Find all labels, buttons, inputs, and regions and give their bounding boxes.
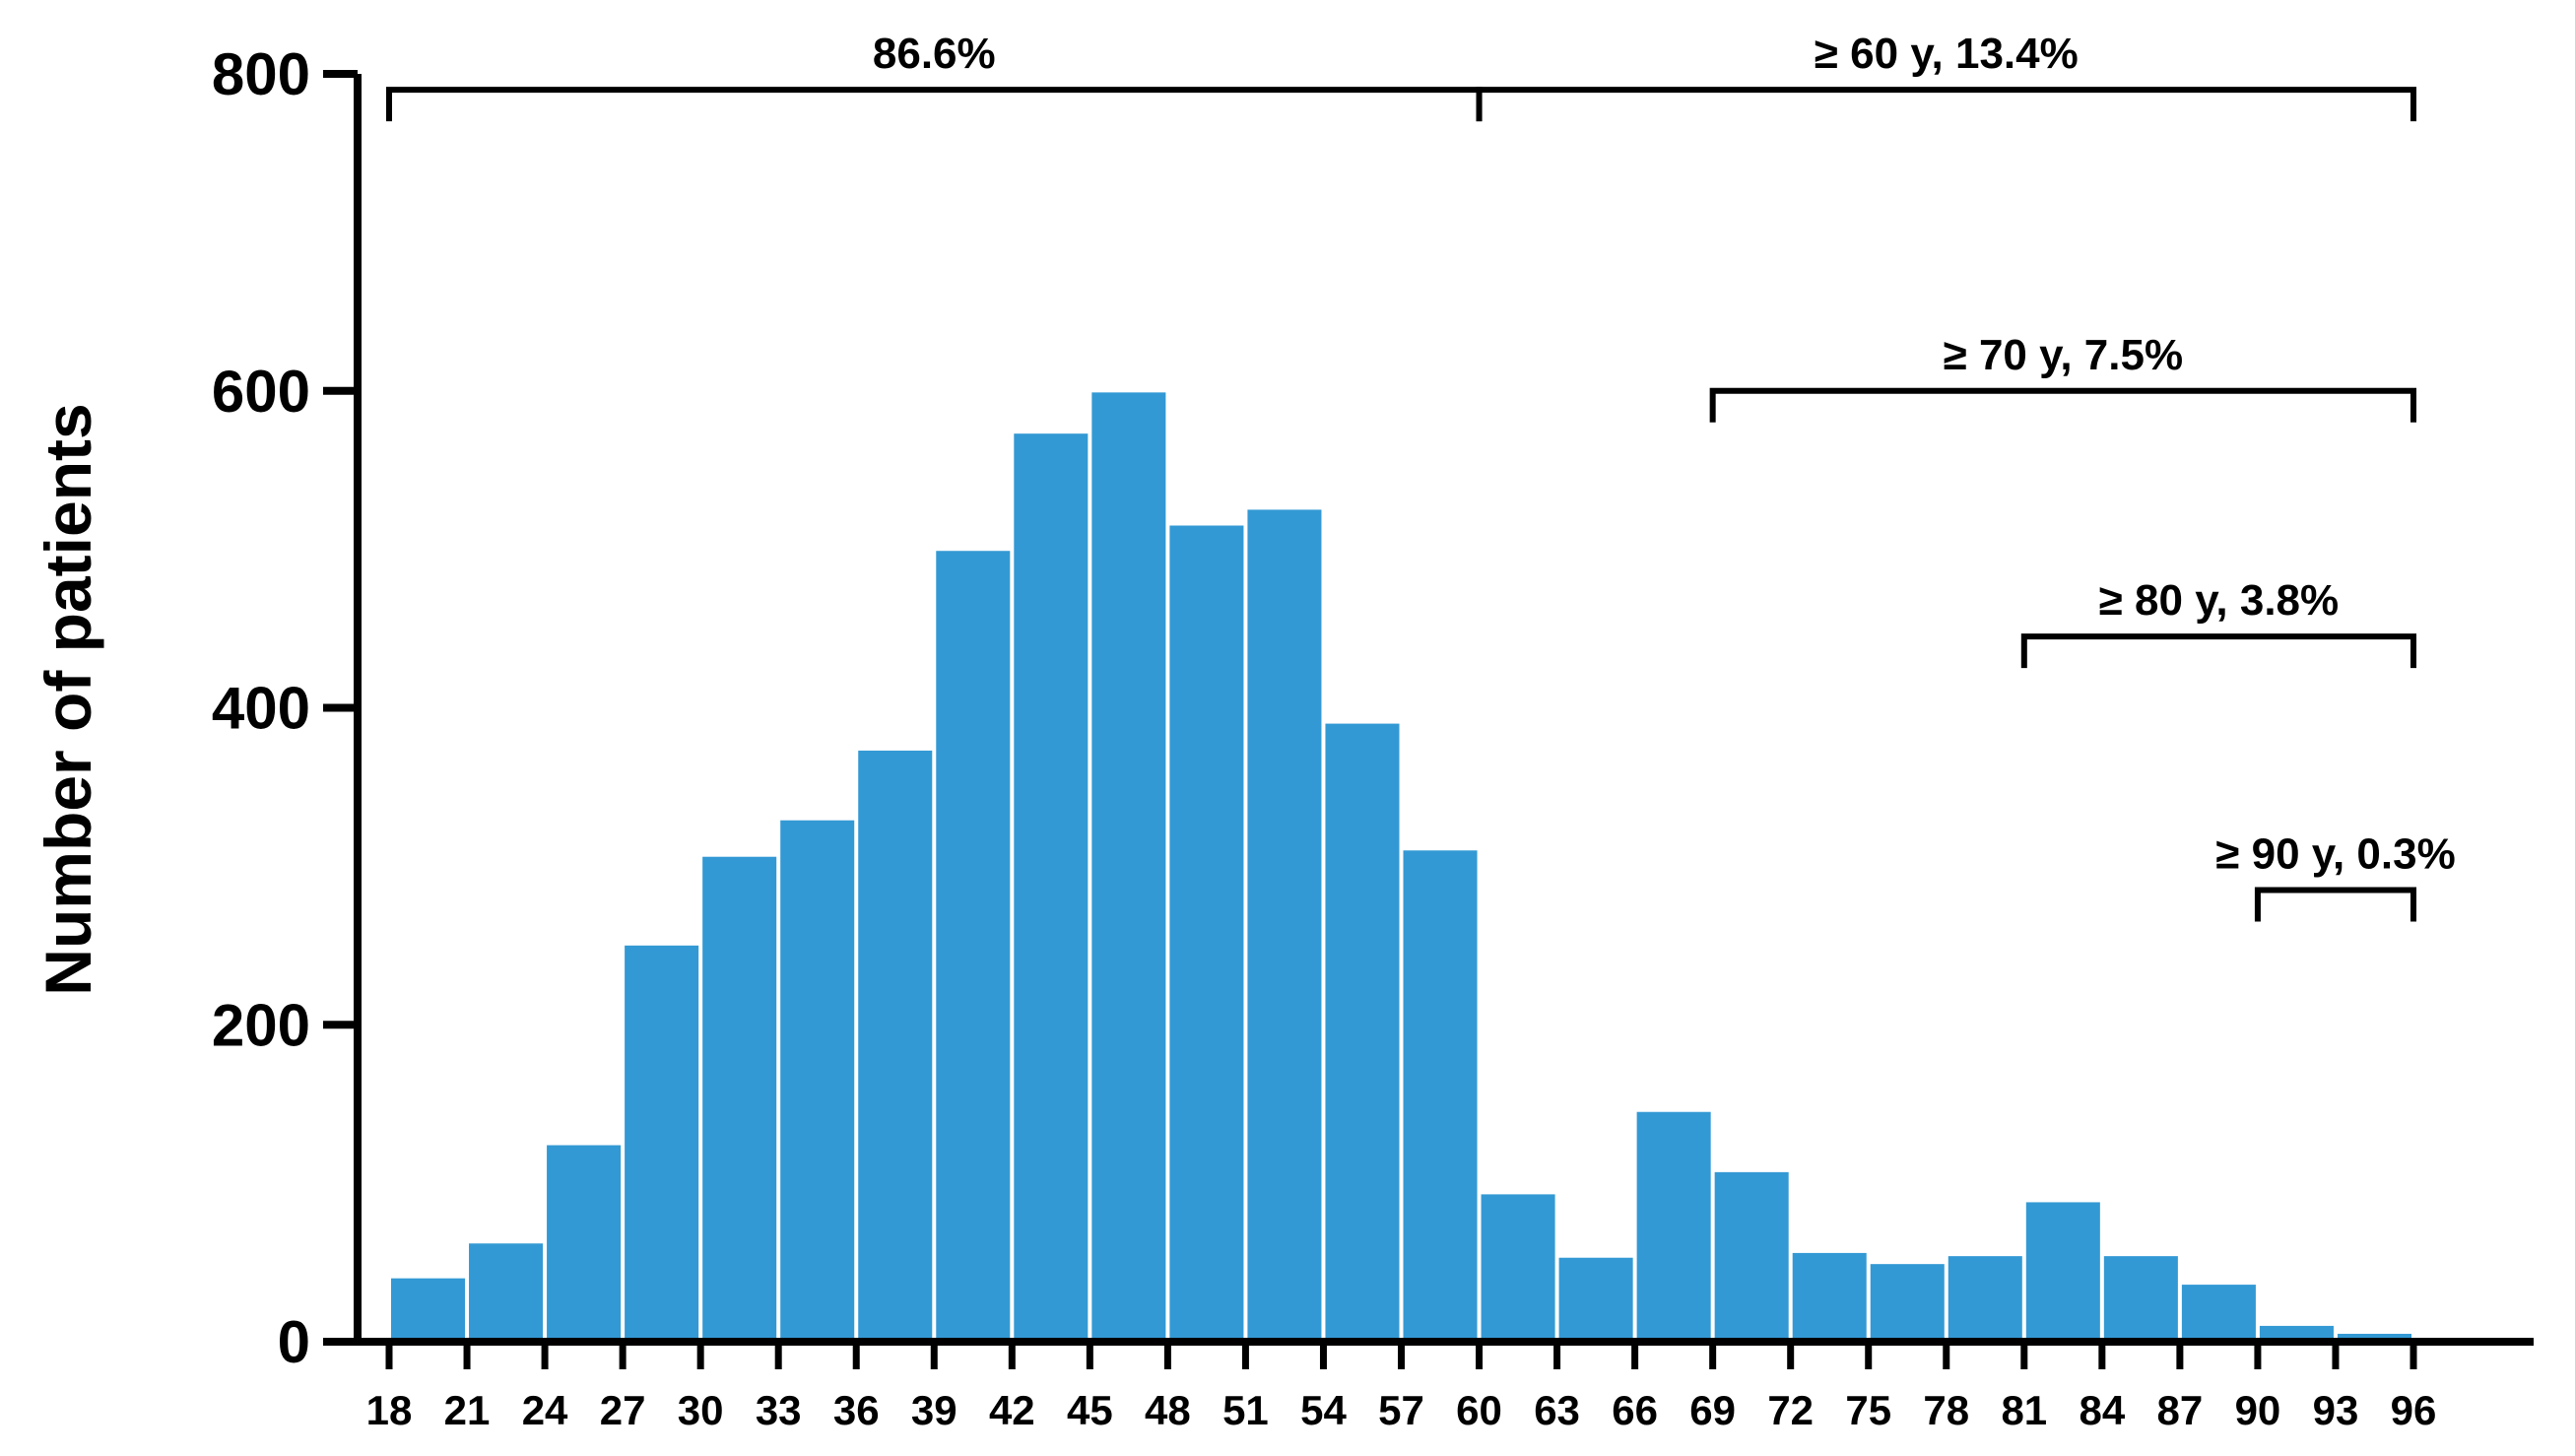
bar-72-75: [1792, 1252, 1867, 1342]
bar-90-93: [2259, 1325, 2334, 1342]
axes-layer: 0 200 400 600 800 18 21 24 27 30 33 36 39 42 45 48 51 54 5…: [212, 41, 2534, 1433]
bar-36-39: [858, 750, 933, 1342]
x-tick-label-18: 18: [366, 1387, 413, 1433]
bar-18-21: [391, 1278, 466, 1342]
bar-87-90: [2181, 1285, 2256, 1342]
annotation-bracket-2: [1709, 387, 2416, 423]
x-tick-label-27: 27: [600, 1387, 646, 1433]
bar-66-69: [1636, 1111, 1711, 1342]
x-tick-label-24: 24: [522, 1387, 568, 1433]
x-tick-label-72: 72: [1767, 1387, 1814, 1433]
x-tick-label-51: 51: [1222, 1387, 1269, 1433]
bars-layer: [391, 392, 2411, 1342]
annotation-label-2: ≥ 70 y, 7.5%: [1944, 331, 2183, 379]
x-tick-label-81: 81: [2001, 1387, 2047, 1433]
x-tick-label-66: 66: [1612, 1387, 1658, 1433]
bar-93-96: [2337, 1333, 2411, 1342]
bar-69-72: [1714, 1171, 1789, 1342]
y-tick-label-600: 600: [212, 359, 310, 425]
bar-60-63: [1481, 1194, 1555, 1342]
annotation-label-1: ≥ 60 y, 13.4%: [1815, 30, 2079, 78]
bar-78-81: [1948, 1256, 2022, 1342]
x-tick-label-42: 42: [989, 1387, 1035, 1433]
y-axis-title: Number of patients: [32, 403, 104, 995]
x-tick-label-69: 69: [1689, 1387, 1736, 1433]
bar-84-87: [2103, 1256, 2178, 1342]
x-tick-label-75: 75: [1845, 1387, 1891, 1433]
x-tick-label-33: 33: [756, 1387, 802, 1433]
bar-27-30: [625, 945, 699, 1342]
x-tick-label-39: 39: [911, 1387, 957, 1433]
x-tick-label-21: 21: [444, 1387, 491, 1433]
bar-33-36: [780, 820, 855, 1342]
bar-42-45: [1014, 433, 1089, 1342]
x-tick-label-90: 90: [2235, 1387, 2281, 1433]
annotation-bracket-3: [2020, 633, 2416, 669]
bar-63-66: [1558, 1257, 1633, 1342]
y-tick-label-200: 200: [212, 992, 310, 1058]
x-tick-label-78: 78: [1923, 1387, 1969, 1433]
bar-30-33: [702, 856, 777, 1342]
x-tick-label-30: 30: [678, 1387, 724, 1433]
x-tick-label-63: 63: [1534, 1387, 1580, 1433]
annotation-bracket-4: [2254, 887, 2416, 922]
bar-54-57: [1325, 723, 1400, 1342]
y-tick-label-0: 0: [278, 1309, 310, 1375]
y-tick-label-800: 800: [212, 41, 310, 107]
bar-51-54: [1247, 509, 1322, 1342]
bar-81-84: [2025, 1202, 2100, 1342]
annotation-bracket-0: [386, 87, 1483, 122]
annotations-layer: 86.6% ≥ 60 y, 13.4% ≥ 70 y, 7.5% ≥ 80 y, 3.…: [386, 30, 2456, 922]
bar-48-51: [1169, 525, 1244, 1342]
bar-45-48: [1091, 392, 1166, 1342]
bar-21-24: [469, 1243, 544, 1342]
x-tick-label-84: 84: [2079, 1387, 2125, 1433]
y-tick-label-400: 400: [212, 676, 310, 742]
annotation-bracket-1: [1476, 87, 2416, 122]
annotation-label-0: 86.6%: [873, 30, 996, 78]
x-tick-label-93: 93: [2313, 1387, 2359, 1433]
bar-24-27: [547, 1145, 622, 1342]
bar-75-78: [1870, 1264, 1945, 1342]
bar-39-42: [936, 551, 1011, 1342]
x-tick-label-54: 54: [1300, 1387, 1347, 1433]
x-tick-label-57: 57: [1378, 1387, 1424, 1433]
x-tick-label-60: 60: [1456, 1387, 1502, 1433]
annotation-label-4: ≥ 90 y, 0.3%: [2215, 830, 2455, 879]
x-tick-label-48: 48: [1145, 1387, 1191, 1433]
x-tick-label-96: 96: [2391, 1387, 2437, 1433]
x-tick-label-45: 45: [1067, 1387, 1113, 1433]
x-tick-label-36: 36: [833, 1387, 880, 1433]
bar-57-60: [1403, 850, 1478, 1342]
x-tick-label-87: 87: [2157, 1387, 2204, 1433]
annotation-label-3: ≥ 80 y, 3.8%: [2099, 576, 2339, 625]
